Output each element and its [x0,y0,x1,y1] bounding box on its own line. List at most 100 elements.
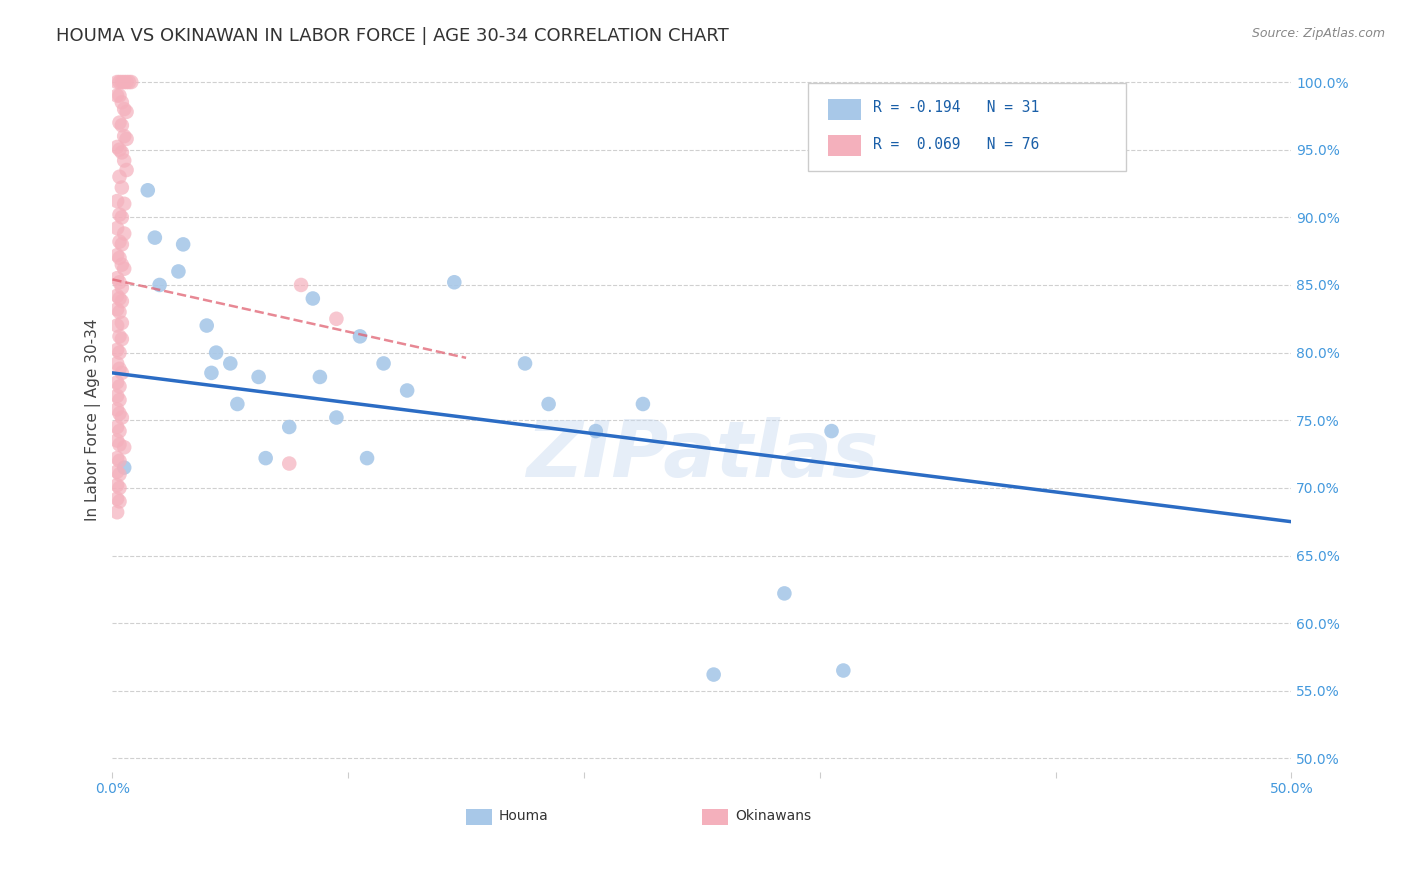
Point [112,460,135,475]
Point [108,329,131,343]
Point [105,491,128,506]
Point [105,389,128,403]
Point [108,424,131,438]
Point [396,384,419,398]
Point [108,305,131,319]
Text: R =  0.069   N = 76: R = 0.069 N = 76 [873,137,1039,152]
Point [105,302,128,317]
Point [105,356,128,370]
Point [108,235,131,249]
Point [111,410,134,425]
Point [325,311,347,326]
Point [115,163,138,178]
Point [111,258,134,272]
Point [105,478,128,492]
Point [773,586,796,600]
Point [108,407,131,421]
Point [105,465,128,479]
Point [108,292,131,306]
Point [105,343,128,357]
Point [111,294,134,309]
Text: ZIPatlas: ZIPatlas [526,417,877,493]
Point [115,75,138,89]
Point [108,345,131,359]
Point [111,211,134,225]
Text: Source: ZipAtlas.com: Source: ZipAtlas.com [1251,27,1385,40]
Point [195,318,218,333]
Point [373,356,395,370]
Point [108,169,131,184]
FancyBboxPatch shape [808,83,1126,170]
Point [111,95,134,110]
Point [108,437,131,451]
Point [443,275,465,289]
Point [105,451,128,466]
Point [111,75,134,89]
Point [108,75,131,89]
Point [105,402,128,417]
Point [112,102,135,116]
Point [105,194,128,208]
Point [136,183,159,197]
Point [108,467,131,482]
Point [115,132,138,146]
Point [301,292,323,306]
Point [143,230,166,244]
Point [205,345,228,359]
Point [111,119,134,133]
Point [349,329,371,343]
Point [105,75,128,89]
Point [105,88,128,103]
Point [105,376,128,390]
Point [172,237,194,252]
Point [108,208,131,222]
Point [108,88,131,103]
Point [105,248,128,262]
Point [247,370,270,384]
Point [309,370,332,384]
Point [105,505,128,519]
Point [118,75,141,89]
Text: Okinawans: Okinawans [735,808,811,822]
Point [153,803,176,817]
Point [290,277,312,292]
Point [108,143,131,157]
Point [631,397,654,411]
Point [120,75,142,89]
Text: Houma: Houma [499,808,548,822]
Point [108,494,131,508]
Point [108,481,131,495]
Point [111,145,134,160]
Point [112,153,135,168]
Point [148,277,170,292]
Point [108,275,131,289]
Point [112,440,135,454]
Point [108,115,131,129]
Point [105,434,128,448]
Point [112,261,135,276]
Point [111,180,134,194]
Point [105,271,128,285]
Point [278,420,301,434]
Point [226,397,249,411]
Point [105,221,128,235]
Point [200,366,222,380]
Bar [465,809,492,825]
Point [278,457,301,471]
Point [108,379,131,393]
Point [832,664,855,678]
Bar [828,99,860,120]
Point [585,424,607,438]
Point [112,227,135,241]
Point [108,454,131,468]
Bar [828,136,860,156]
Point [112,129,135,144]
Point [112,75,135,89]
Point [105,318,128,333]
Point [356,451,378,466]
Point [513,356,536,370]
Bar [702,809,728,825]
Text: HOUMA VS OKINAWAN IN LABOR FORCE | AGE 30-34 CORRELATION CHART: HOUMA VS OKINAWAN IN LABOR FORCE | AGE 3… [56,27,728,45]
Point [105,289,128,303]
Point [111,281,134,295]
